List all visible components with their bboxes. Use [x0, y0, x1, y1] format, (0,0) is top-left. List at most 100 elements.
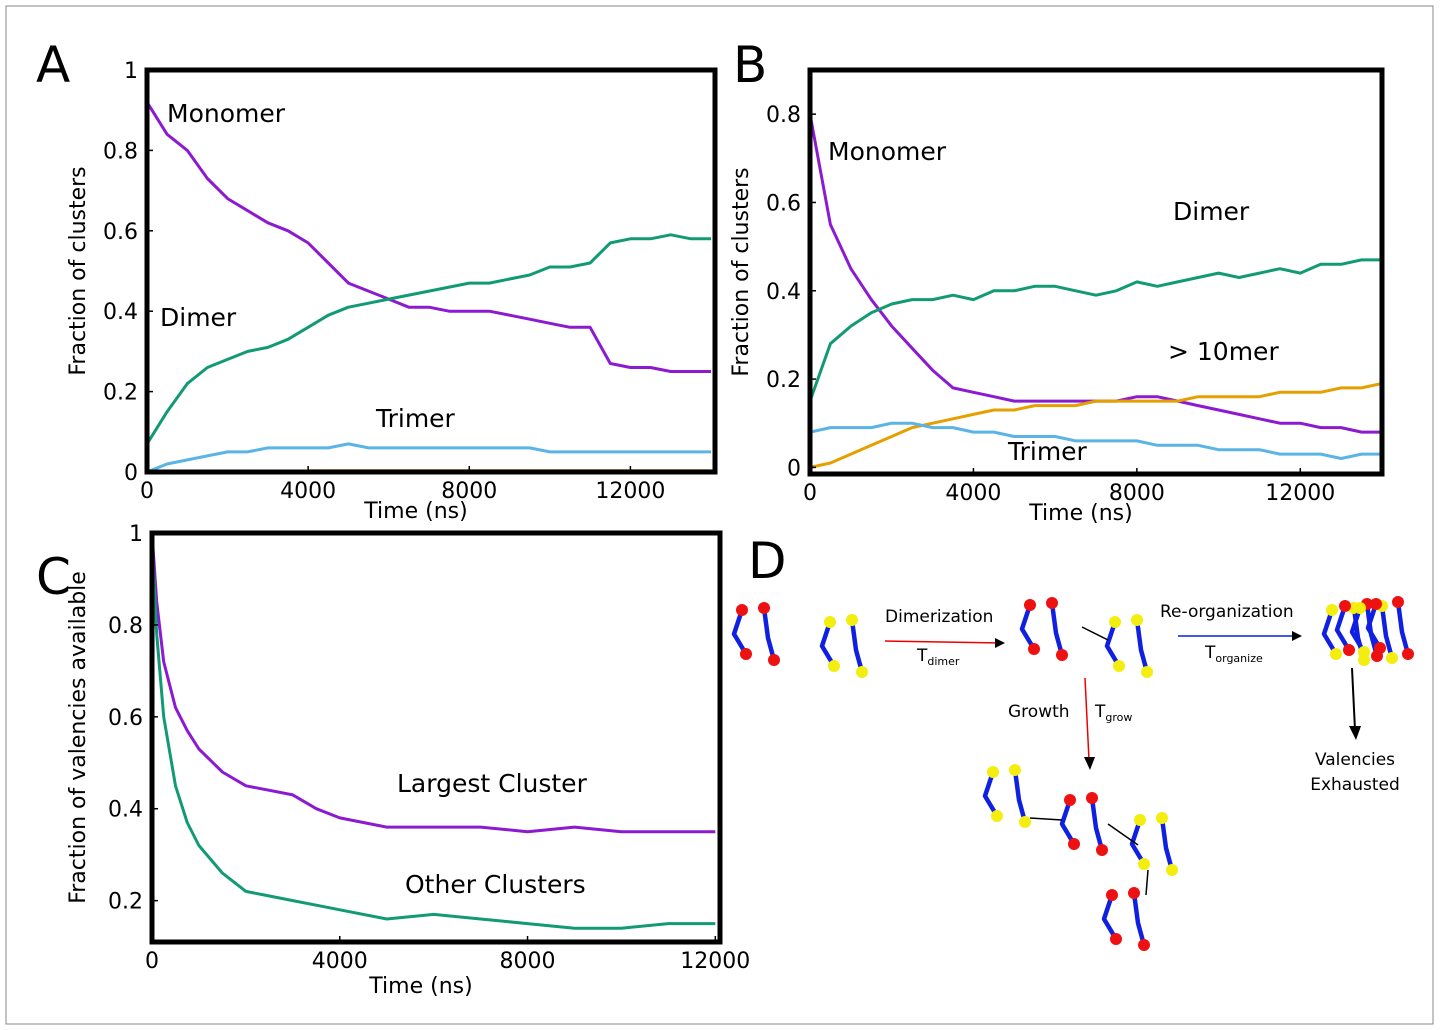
strand: [1334, 605, 1351, 652]
arrow: [884, 640, 1003, 644]
strand: [1059, 799, 1076, 846]
valency: [1046, 597, 1058, 609]
valency: [1028, 643, 1040, 655]
strand: [1365, 603, 1382, 650]
x-tick-label: 0: [803, 481, 817, 506]
x-tick-label: 12000: [595, 479, 665, 504]
rate-symbol: T: [1094, 702, 1106, 722]
y-tick-label: 0.6: [766, 191, 801, 216]
y-axis-label: Fraction of valencies available: [66, 571, 91, 904]
strand: [1349, 607, 1366, 654]
diagram: Dimerization Tdimer Re-organization Torg…: [731, 596, 1414, 951]
strand: [1101, 894, 1118, 941]
arrow-head: [1349, 726, 1361, 740]
series-line: [147, 233, 711, 445]
step-label: Re-organization: [1160, 602, 1294, 622]
strand: [1134, 619, 1150, 673]
series-line: [810, 258, 1382, 402]
y-tick-label: 0: [124, 461, 138, 486]
series-label: Monomer: [167, 99, 286, 128]
arrow: [1084, 677, 1090, 761]
valency: [1392, 596, 1404, 608]
strand: [761, 607, 777, 661]
valency: [1134, 814, 1146, 826]
bond: [1029, 817, 1063, 821]
y-axis-label: Fraction of clusters: [729, 167, 754, 376]
series-label: Trimer: [375, 404, 456, 433]
valency: [1009, 764, 1021, 776]
strand: [1019, 604, 1036, 651]
y-tick-label: 0: [787, 456, 801, 481]
valency: [1138, 858, 1150, 870]
valency: [991, 810, 1003, 822]
y-axis-label: Fraction of clusters: [66, 166, 91, 375]
step-label: Dimerization: [885, 607, 993, 627]
rate-label: Tgrow: [1094, 702, 1132, 724]
valency: [1386, 652, 1398, 664]
x-tick-label: 0: [145, 949, 159, 974]
valency: [1141, 666, 1153, 678]
rate-subscript: grow: [1105, 711, 1132, 724]
strand: [1049, 602, 1065, 656]
y-tick-label: 1: [124, 59, 138, 84]
valency: [1109, 616, 1121, 628]
arrow-head: [1292, 631, 1302, 641]
valency: [1110, 933, 1122, 945]
valency: [1354, 602, 1366, 614]
x-axis-label: Time (ns): [1028, 501, 1132, 526]
y-tick-label: 0.4: [108, 798, 143, 823]
x-axis-label: Time (ns): [368, 974, 472, 999]
x-tick-label: 12000: [1265, 481, 1335, 506]
valency: [768, 654, 780, 666]
valency: [828, 660, 840, 672]
valency: [1374, 642, 1386, 654]
valency: [736, 604, 748, 616]
x-tick-label: 4000: [945, 481, 1001, 506]
series-label: Trimer: [1007, 437, 1088, 466]
strand: [731, 609, 748, 656]
y-tick-label: 0.2: [103, 381, 138, 406]
valency: [856, 666, 868, 678]
rate-subscript: organize: [1215, 652, 1263, 665]
series-line: [810, 382, 1382, 469]
y-tick-label: 0.4: [103, 300, 138, 325]
strand: [1129, 819, 1146, 866]
rate-subscript: dimer: [927, 655, 960, 668]
strand: [849, 619, 865, 673]
strand: [1131, 892, 1147, 946]
arrow-head: [1084, 757, 1095, 770]
valency: [758, 602, 770, 614]
y-tick-label: 1: [129, 522, 143, 547]
strand: [982, 771, 999, 818]
valency: [1068, 838, 1080, 850]
valency: [1086, 792, 1098, 804]
plot-frame: [807, 67, 1385, 477]
arrow: [1351, 667, 1356, 731]
strand: [1012, 769, 1028, 823]
valency: [1402, 648, 1414, 660]
rate-label: Tdimer: [916, 646, 960, 668]
series-line: [810, 421, 1382, 460]
valency: [1339, 600, 1351, 612]
strand: [1089, 797, 1105, 851]
strand: [1321, 609, 1338, 656]
x-tick-label: 4000: [312, 949, 368, 974]
valency: [1166, 864, 1178, 876]
bond: [1081, 626, 1109, 641]
x-tick-label: 4000: [280, 479, 336, 504]
valency: [1330, 648, 1342, 660]
valency: [1343, 644, 1355, 656]
panel-label: C: [36, 548, 71, 606]
panel-label: B: [733, 36, 767, 94]
series-line: [152, 542, 716, 930]
x-tick-label: 8000: [500, 949, 556, 974]
valency: [846, 614, 858, 626]
valency: [1156, 812, 1168, 824]
valency: [1326, 604, 1338, 616]
series-label: Dimer: [160, 303, 237, 332]
y-tick-label: 0.2: [108, 890, 143, 915]
valency: [1064, 794, 1076, 806]
outcome-label: Valencies: [1315, 750, 1395, 770]
valency: [1019, 816, 1031, 828]
y-tick-label: 0.8: [103, 139, 138, 164]
